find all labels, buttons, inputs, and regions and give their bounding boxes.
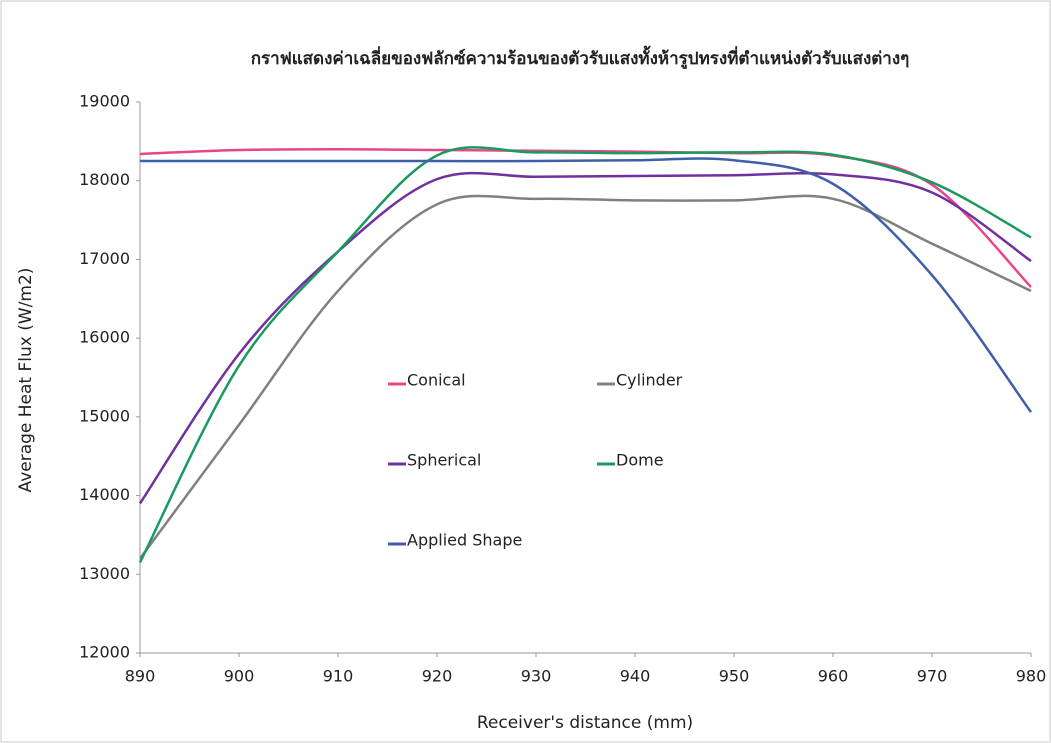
- y-tick-label: 17000: [79, 249, 130, 268]
- x-tick-label: 920: [422, 667, 453, 686]
- y-axis-label: Average Heat Flux (W/m2): [16, 268, 36, 493]
- x-tick-label: 890: [125, 667, 156, 686]
- legend-label: Applied Shape: [407, 531, 522, 550]
- y-tick-label: 19000: [79, 92, 130, 111]
- x-tick-label: 940: [620, 667, 651, 686]
- x-tick-label: 960: [818, 667, 849, 686]
- y-tick-label: 13000: [79, 564, 130, 583]
- x-tick-label: 930: [521, 667, 552, 686]
- page: กราฟแสดงค่าเฉลี่ยของฟลักซ์ความร้อนของตัว…: [0, 0, 1051, 743]
- x-tick-label: 980: [1016, 667, 1047, 686]
- chart-title: กราฟแสดงค่าเฉลี่ยของฟลักซ์ความร้อนของตัว…: [251, 45, 910, 70]
- x-axis-label: Receiver's distance (mm): [477, 713, 693, 733]
- legend-label: Conical: [407, 371, 466, 390]
- frame: [1, 1, 1050, 742]
- x-tick-label: 900: [224, 667, 255, 686]
- y-tick-label: 15000: [79, 406, 130, 425]
- y-tick-label: 18000: [79, 170, 130, 189]
- legend-label: Spherical: [407, 451, 481, 470]
- legend-label: Cylinder: [616, 371, 683, 390]
- y-tick-label: 14000: [79, 485, 130, 504]
- x-tick-label: 970: [917, 667, 948, 686]
- y-tick-label: 12000: [79, 643, 130, 662]
- x-tick-label: 950: [719, 667, 750, 686]
- chart: กราฟแสดงค่าเฉลี่ยของฟลักซ์ความร้อนของตัว…: [0, 0, 1051, 743]
- x-tick-label: 910: [323, 667, 354, 686]
- legend-label: Dome: [616, 451, 664, 470]
- y-tick-label: 16000: [79, 328, 130, 347]
